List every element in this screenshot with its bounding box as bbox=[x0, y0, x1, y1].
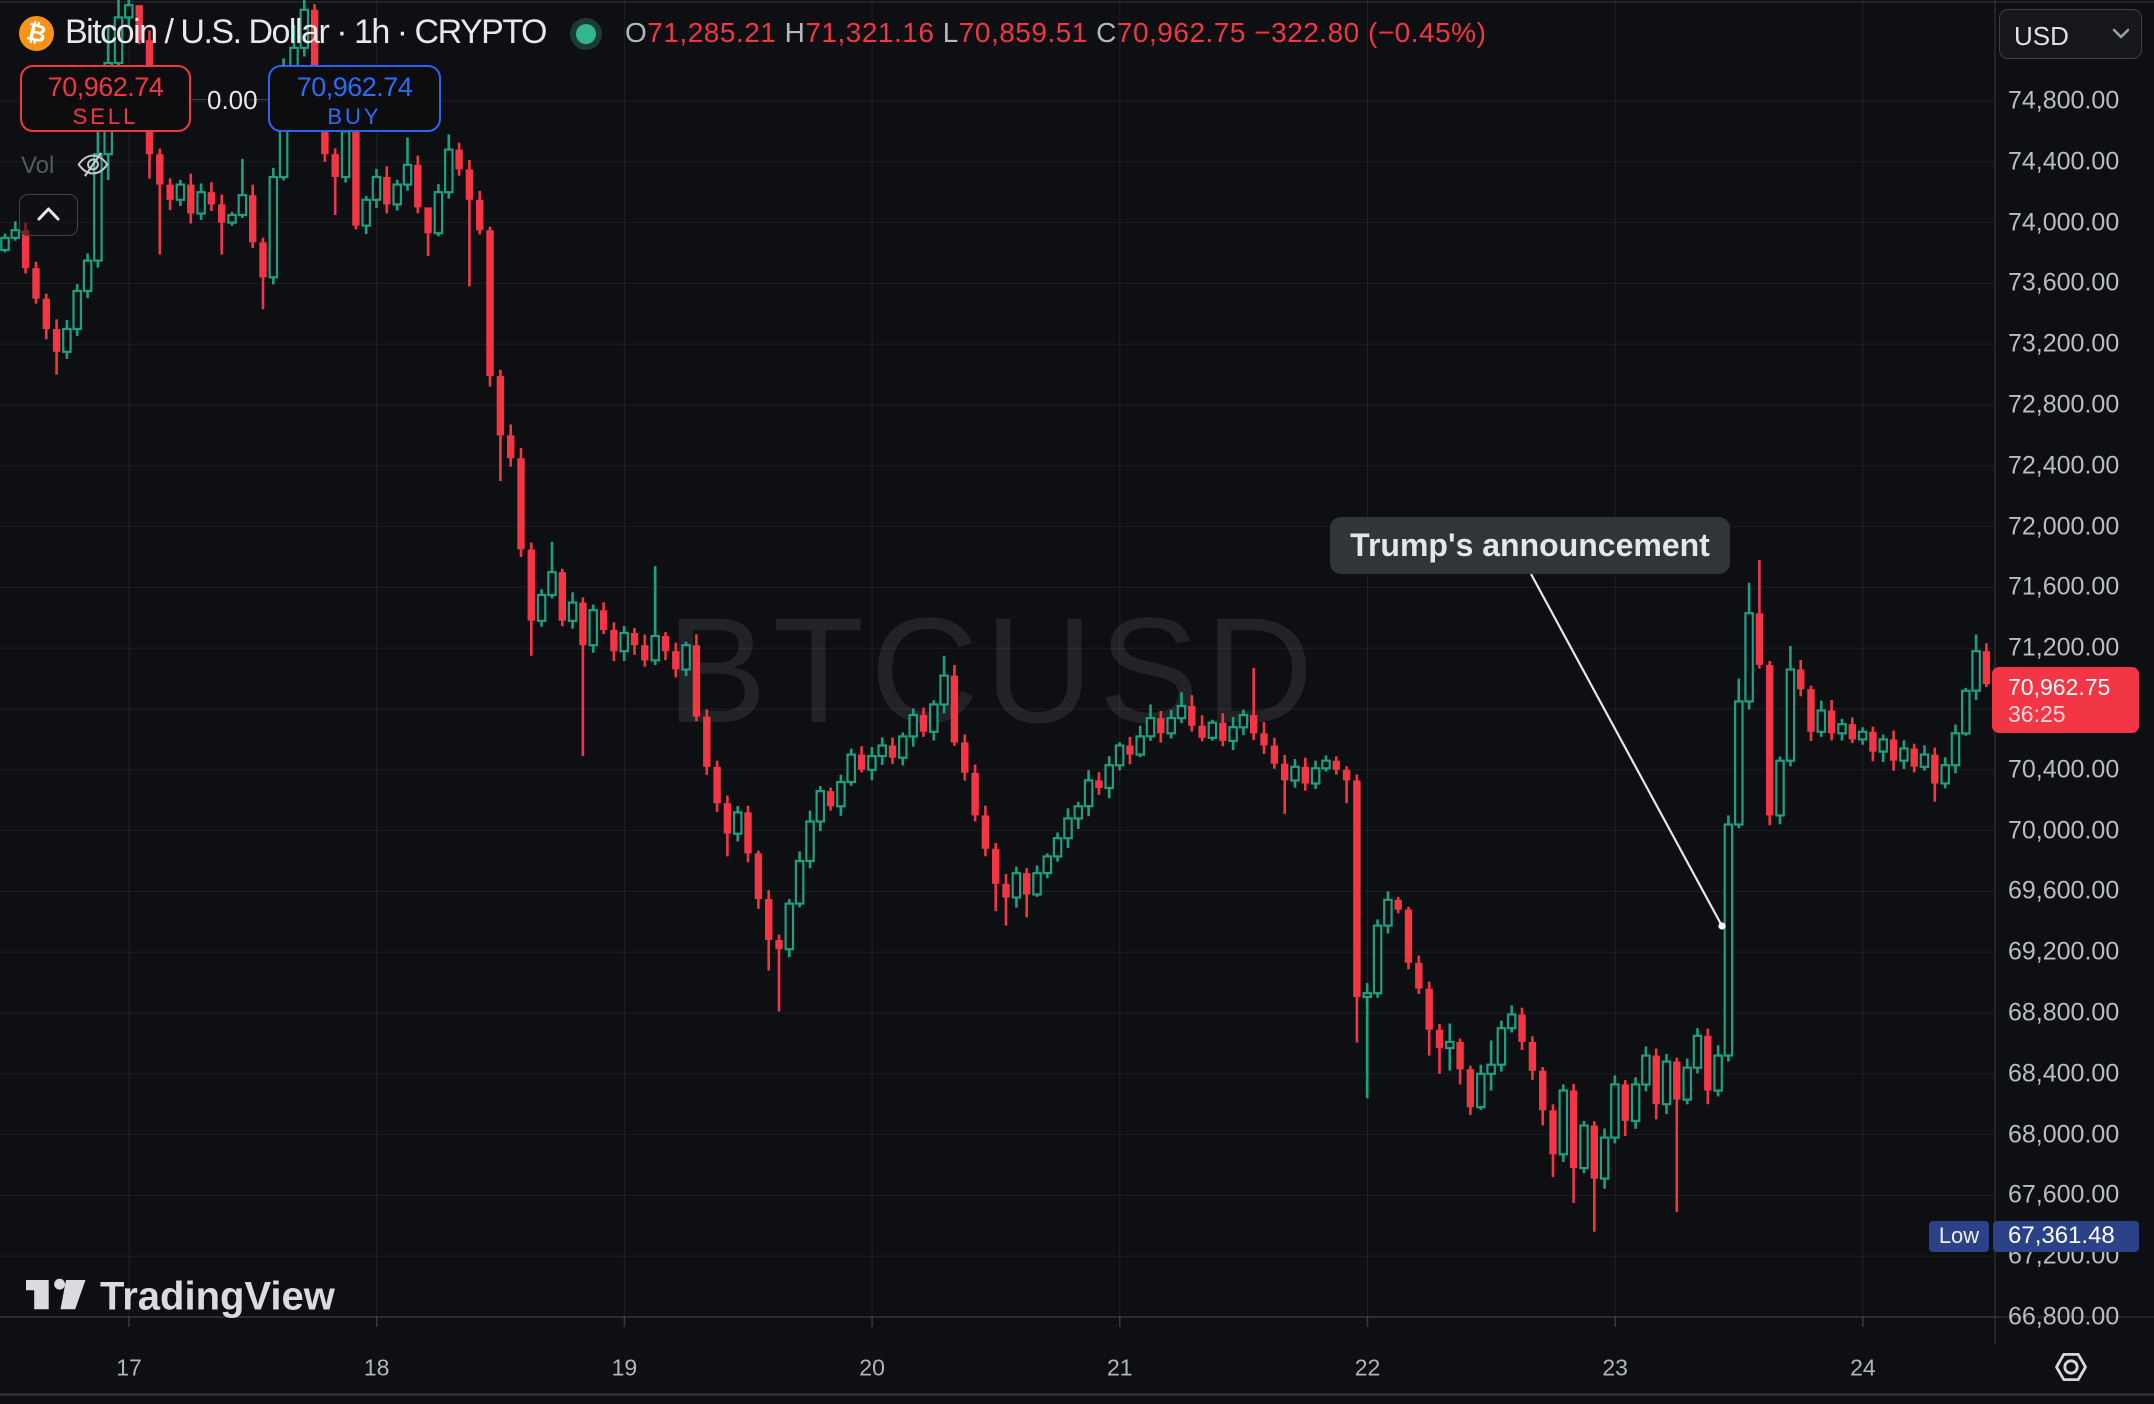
svg-text:TradingView: TradingView bbox=[100, 1275, 336, 1319]
